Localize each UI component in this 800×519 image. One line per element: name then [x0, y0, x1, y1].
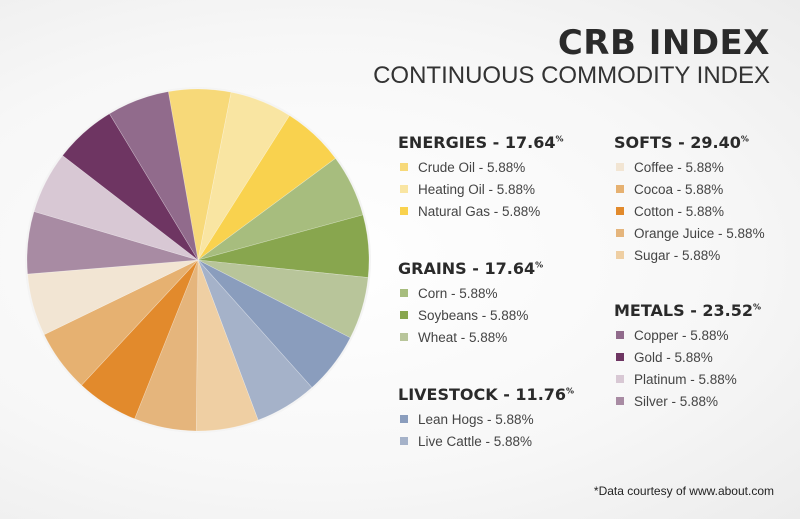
legend-label: Natural Gas - 5.88% [418, 203, 541, 219]
legend-label: Lean Hogs - 5.88% [418, 411, 534, 427]
legend-label: Gold - 5.88% [634, 349, 713, 365]
legend-swatch [616, 207, 624, 215]
legend-label: Copper - 5.88% [634, 327, 729, 343]
legend-label: Corn - 5.88% [418, 285, 498, 301]
pie-slice-silver [26, 211, 199, 275]
legend-swatch [400, 415, 408, 423]
legend-swatch [400, 185, 408, 193]
legend-item: Corn - 5.88% [398, 282, 543, 304]
legend-swatch [616, 229, 624, 237]
pie-slice-platinum [33, 155, 199, 261]
legend-item: Natural Gas - 5.88% [398, 200, 564, 222]
group-total: 17.64 [504, 133, 556, 152]
legend-swatch [616, 185, 624, 193]
legend-swatch [400, 163, 408, 171]
legend-item: Sugar - 5.88% [614, 244, 765, 266]
legend-group-title: SOFTS - 29.40% [614, 133, 749, 152]
legend-group-title: ENERGIES - 17.64% [398, 133, 564, 152]
legend-group-energies: ENERGIES - 17.64% Crude Oil - 5.88% Heatin… [398, 133, 564, 222]
legend-label: Wheat - 5.88% [418, 329, 508, 345]
legend-item: Soybeans - 5.88% [398, 304, 543, 326]
legend-group-softs: SOFTS - 29.40% Coffee - 5.88% Cocoa - 5.88… [614, 133, 765, 266]
legend-label: Coffee - 5.88% [634, 159, 724, 175]
legend-group-title: LIVESTOCK - 11.76% [398, 385, 575, 404]
pie-slice-gold [62, 113, 199, 261]
legend-group-title: GRAINS - 17.64% [398, 259, 544, 278]
legend-swatch [400, 311, 408, 319]
legend-item: Lean Hogs - 5.88% [398, 408, 574, 430]
legend-label: Orange Juice - 5.88% [634, 225, 765, 241]
pie-slice-corn [197, 157, 364, 261]
legend-swatch [400, 333, 408, 341]
legend-swatch [616, 163, 624, 171]
legend-swatch [400, 289, 408, 297]
group-name: GRAINS [398, 259, 467, 278]
legend-item: Silver - 5.88% [614, 390, 761, 412]
pie-slice-coffee [27, 259, 199, 336]
legend-label: Crude Oil - 5.88% [418, 159, 526, 175]
group-total: 17.64 [484, 259, 536, 278]
legend-group-grains: GRAINS - 17.64% Corn - 5.88% Soybeans - 5.… [398, 259, 543, 348]
pie-chart [25, 87, 371, 433]
legend-label: Platinum - 5.88% [634, 371, 737, 387]
legend-item: Copper - 5.88% [614, 324, 761, 346]
group-name: LIVESTOCK [398, 385, 498, 404]
footnote: *Data courtesy of www.about.com [593, 484, 774, 498]
legend-label: Sugar - 5.88% [634, 247, 721, 263]
pie-slice-crude-oil [167, 88, 232, 261]
pie-slice-wheat [197, 259, 369, 339]
legend-item: Orange Juice - 5.88% [614, 222, 765, 244]
legend-swatch [616, 397, 624, 405]
legend-item: Live Cattle - 5.88% [398, 430, 574, 452]
group-name: ENERGIES [398, 133, 488, 152]
legend-label: Cotton - 5.88% [634, 203, 725, 219]
pie-slice-cotton [81, 259, 199, 420]
legend-item: Cotton - 5.88% [614, 200, 765, 222]
chart-title: CRB INDEX [557, 23, 770, 63]
legend-swatch [400, 207, 408, 215]
legend-item: Gold - 5.88% [614, 346, 761, 368]
pie-slice-copper [109, 91, 199, 261]
legend-item: Coffee - 5.88% [614, 156, 765, 178]
legend-label: Heating Oil - 5.88% [418, 181, 536, 197]
pie-slice-natural-gas [197, 115, 336, 261]
group-total: 29.40 [690, 133, 741, 152]
legend-item: Crude Oil - 5.88% [398, 156, 564, 178]
group-name: SOFTS [614, 133, 673, 152]
legend-group-metals: METALS - 23.52% Copper - 5.88% Gold - 5.88… [614, 301, 761, 412]
legend-item: Cocoa - 5.88% [614, 178, 765, 200]
legend-swatch [616, 331, 624, 339]
pie-slice-heating-oil [197, 91, 290, 261]
legend-group-title: METALS - 23.52% [614, 301, 762, 320]
chart-subtitle: CONTINUOUS COMMODITY INDEX [373, 62, 770, 89]
pie-slice-live-cattle [197, 259, 313, 421]
legend-swatch [616, 353, 624, 361]
legend-group-livestock: LIVESTOCK - 11.76% Lean Hogs - 5.88% Live … [398, 385, 574, 452]
pie-slice-sugar [195, 259, 259, 432]
pie-slice-lean-hogs [197, 259, 351, 388]
chart-header: CRB INDEX CONTINUOUS COMMODITY INDEX [373, 24, 770, 90]
pie-slice-cocoa [43, 259, 199, 386]
legend-swatch [400, 437, 408, 445]
legend-item: Heating Oil - 5.88% [398, 178, 564, 200]
legend-item: Platinum - 5.88% [614, 368, 761, 390]
pie-slice-soybeans [197, 214, 370, 278]
legend-label: Silver - 5.88% [634, 393, 719, 409]
pie-slice-orange-juice [134, 259, 199, 432]
group-total: 11.76 [515, 385, 567, 404]
legend-label: Soybeans - 5.88% [418, 307, 529, 323]
legend-item: Wheat - 5.88% [398, 326, 543, 348]
legend-label: Live Cattle - 5.88% [418, 433, 533, 449]
group-name: METALS [614, 301, 685, 320]
legend-swatch [616, 375, 624, 383]
legend-label: Cocoa - 5.88% [634, 181, 724, 197]
group-total: 23.52 [702, 301, 754, 320]
legend-swatch [616, 251, 624, 259]
